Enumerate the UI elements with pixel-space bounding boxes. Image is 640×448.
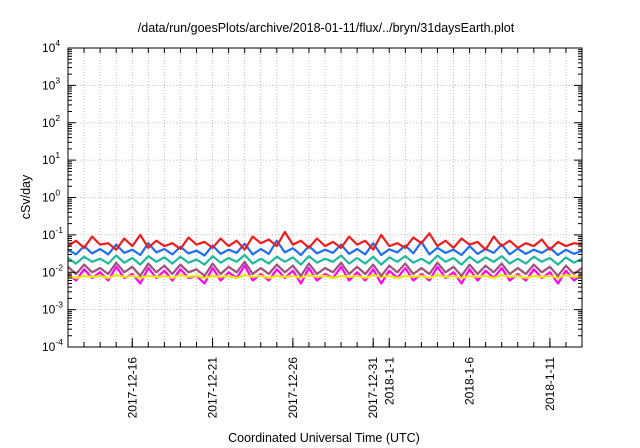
y-tick-label: 103 (42, 75, 60, 92)
x-tick-label: 2018-1-11 (543, 357, 557, 411)
y-tick-label: 10-4 (42, 337, 63, 354)
y-tick-exponent: -1 (55, 225, 63, 235)
series-line-mauve (67, 260, 583, 277)
y-tick-exponent: 2 (55, 113, 60, 123)
y-tick-base: 10 (42, 265, 56, 279)
series-line-blue (67, 239, 583, 257)
x-tick-label: 2017-12-16 (125, 357, 139, 419)
y-tick-label: 104 (42, 38, 60, 55)
chart-title: /data/run/goesPlots/archive/2018-01-11/f… (138, 21, 515, 35)
y-tick-base: 10 (42, 340, 56, 354)
y-tick-base: 10 (42, 303, 56, 317)
grid (68, 48, 582, 347)
y-tick-exponent: 0 (55, 188, 60, 198)
y-tick-base: 10 (42, 191, 56, 205)
y-tick-base: 10 (42, 116, 56, 130)
y-tick-exponent: 1 (55, 150, 60, 160)
x-tick-label: 2017-12-21 (206, 357, 220, 419)
y-tick-label: 10-1 (42, 225, 63, 242)
y-tick-exponent: 3 (55, 75, 60, 85)
x-tick-label: 2018-1-1 (382, 357, 396, 405)
y-tick-base: 10 (42, 153, 56, 167)
y-tick-label: 10-3 (42, 300, 63, 317)
series-group (67, 230, 583, 285)
series-line-red (67, 230, 583, 251)
plot-border (67, 47, 583, 348)
y-tick-base: 10 (42, 228, 56, 242)
y-tick-base: 10 (42, 78, 56, 92)
y-tick-label: 100 (42, 188, 60, 205)
series-line-yellow (67, 273, 583, 280)
y-tick-exponent: -4 (55, 337, 63, 347)
x-tick-label: 2017-12-26 (286, 357, 300, 419)
y-tick-exponent: -3 (55, 300, 63, 310)
y-axis-label: cSv/day (19, 174, 33, 219)
y-tick-exponent: 4 (55, 38, 60, 48)
y-tick-label: 101 (42, 150, 60, 167)
x-tick-label: 2018-1-6 (463, 357, 477, 405)
y-tick-label: 102 (42, 113, 60, 130)
y-tick-label: 10-2 (42, 262, 63, 279)
y-tick-exponent: -2 (55, 262, 63, 272)
x-tick-label: 2017-12-31 (366, 357, 380, 419)
axes: 10410310210110010-110-210-310-42017-12-1… (42, 38, 583, 419)
y-tick-base: 10 (42, 41, 56, 55)
series-line-magenta (67, 264, 583, 285)
series-line-teal (67, 253, 583, 266)
x-axis-label: Coordinated Universal Time (UTC) (228, 431, 420, 445)
